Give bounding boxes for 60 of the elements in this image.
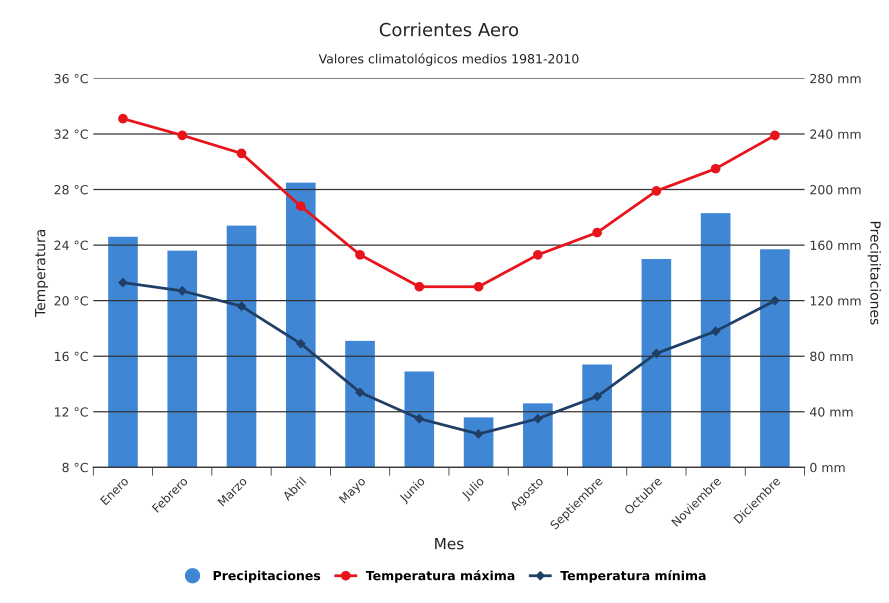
point (178, 286, 187, 296)
legend-label: Temperatura mínima (560, 570, 706, 583)
chart-subtitle: Valores climatológicos medios 1981-2010 (318, 53, 578, 66)
point (711, 326, 720, 336)
y2-tick-label: 200 mm (810, 184, 861, 194)
y-tick-label: 12 °C (55, 407, 88, 417)
point (532, 250, 543, 260)
bar (108, 236, 138, 468)
y2-tick-label: 80 mm (810, 352, 853, 362)
y2-tick-label: 40 mm (810, 407, 853, 417)
y-axis-title: Temperatura (35, 230, 48, 318)
bar (345, 340, 375, 468)
point (474, 282, 484, 292)
point (414, 414, 424, 424)
point (533, 414, 542, 424)
point (652, 186, 662, 196)
point (592, 228, 602, 238)
bar (167, 250, 198, 468)
y-tick-label: 32 °C (54, 129, 88, 139)
legend-label: Temperatura máxima (366, 570, 514, 583)
bar (464, 417, 494, 468)
point (355, 250, 365, 260)
y2-tick-label: 120 mm (810, 296, 861, 306)
point (414, 282, 424, 292)
y2-axis-title: Precipitaciones (868, 222, 882, 325)
point (770, 296, 780, 306)
point (236, 148, 246, 158)
point (118, 278, 128, 288)
point (236, 302, 246, 311)
bar (286, 182, 316, 468)
chart-title: Corrientes Aero (380, 22, 518, 36)
y-tick-label: 36 °C (54, 74, 88, 84)
y2-tick-label: 160 mm (810, 240, 861, 250)
point (710, 164, 721, 174)
point (592, 392, 602, 402)
bar (404, 371, 434, 468)
bar (582, 364, 612, 468)
y-tick-label: 16 °C (55, 352, 88, 362)
point (652, 348, 661, 358)
point (118, 114, 128, 124)
y-tick-label: 8 °C (62, 462, 88, 472)
bar (700, 213, 730, 468)
y-tick-label: 20 °C (54, 296, 88, 306)
bar (226, 226, 256, 468)
point (296, 339, 306, 348)
y2-tick-label: 0 mm (810, 462, 845, 472)
y2-tick-label: 240 mm (810, 129, 861, 139)
y-tick-label: 24 °C (54, 240, 88, 250)
bar (523, 403, 553, 468)
y-tick-label: 28 °C (54, 184, 88, 194)
point (296, 201, 306, 212)
point (177, 130, 188, 140)
bar (760, 249, 790, 468)
legend-label: Precipitaciones (214, 570, 320, 583)
bar (642, 258, 672, 468)
point (474, 429, 484, 439)
point (355, 388, 365, 397)
y2-tick-label: 280 mm (810, 74, 861, 84)
x-axis-title: Mes (435, 538, 464, 550)
point (770, 130, 780, 140)
